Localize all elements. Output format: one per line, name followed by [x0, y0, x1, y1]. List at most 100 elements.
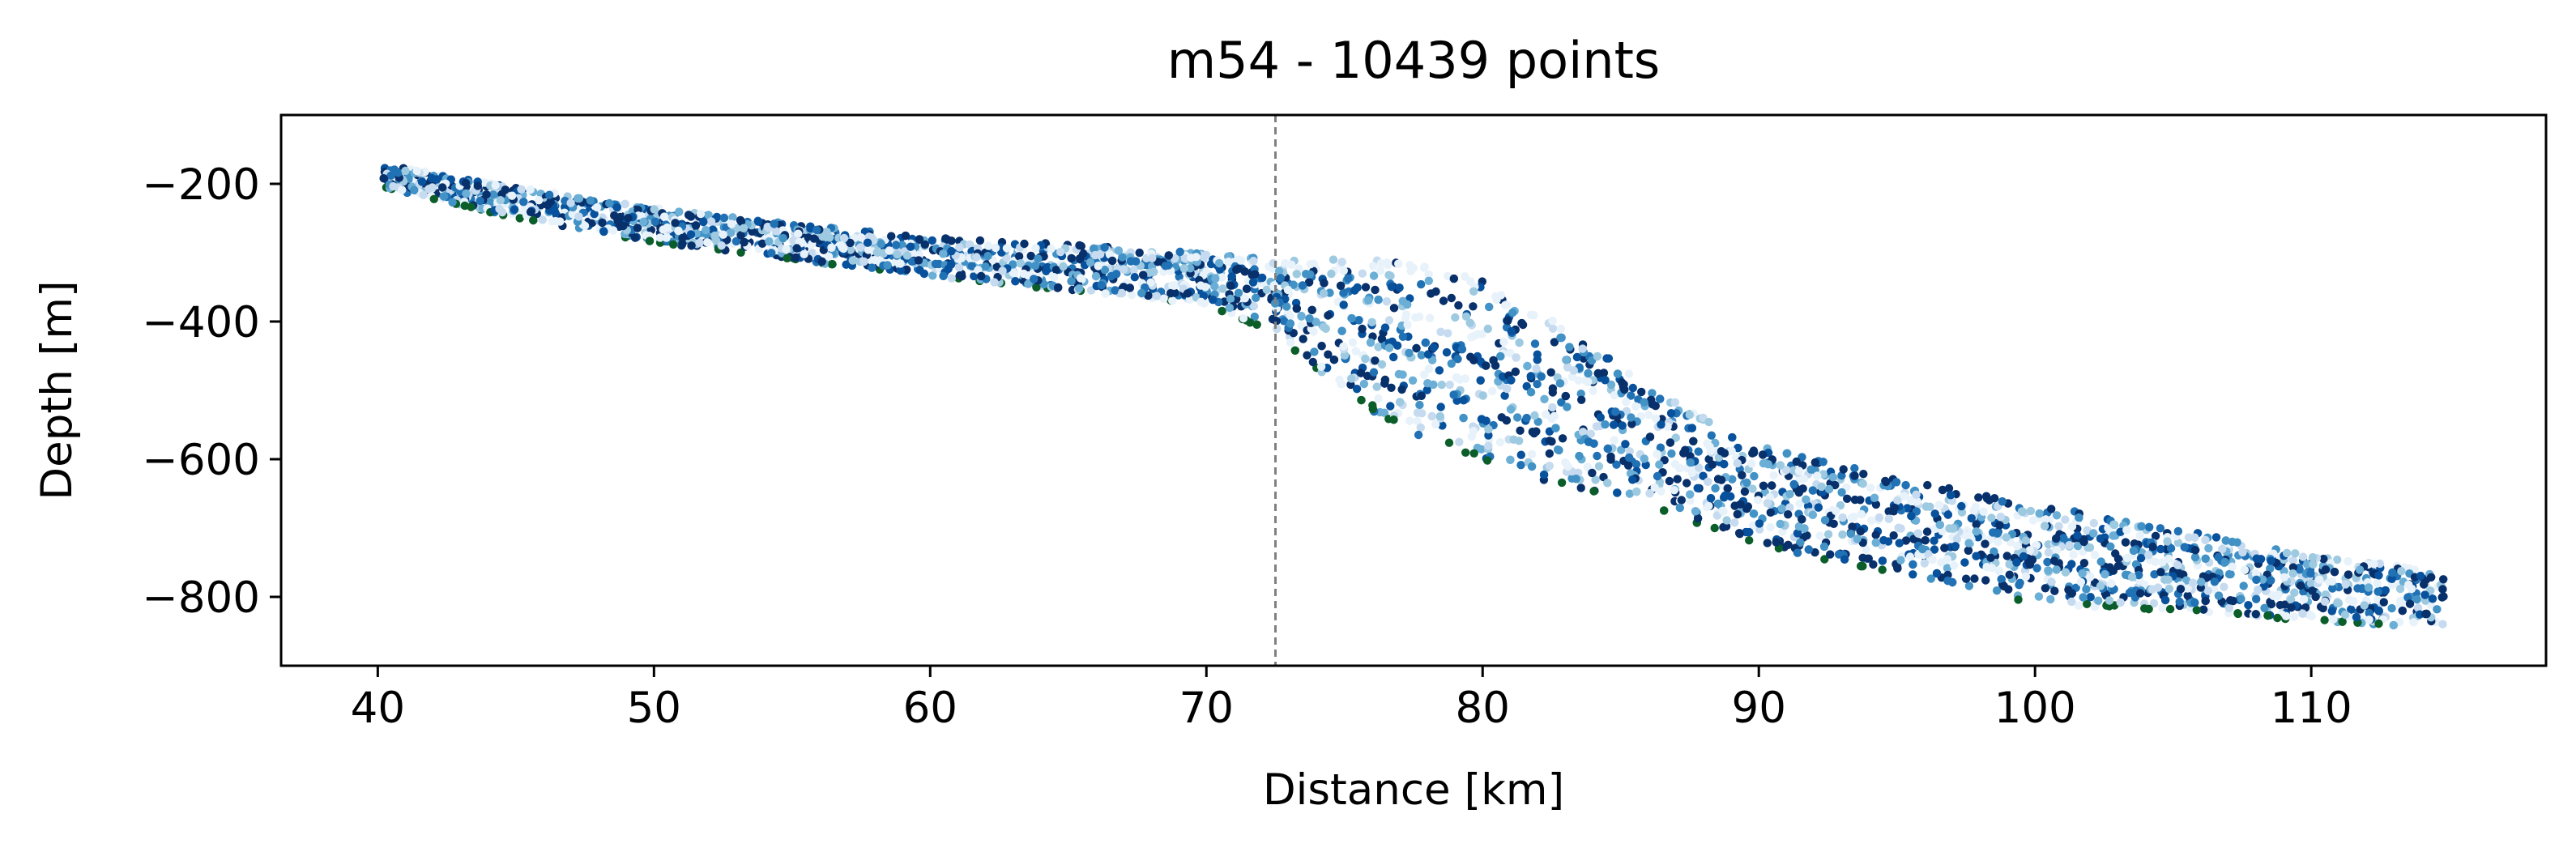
scatter-point	[1101, 289, 1110, 298]
scatter-point	[2280, 573, 2289, 581]
scatter-point	[1704, 477, 1712, 486]
scatter-point	[1870, 493, 1879, 502]
scatter-point	[1656, 443, 1665, 452]
scatter-point	[619, 221, 628, 231]
scatter-point	[2163, 537, 2172, 546]
scatter-point	[1286, 260, 1296, 269]
scatter-point	[1706, 494, 1716, 503]
scatter-point	[2137, 522, 2146, 531]
scatter-point	[837, 241, 846, 249]
scatter-point	[1320, 279, 1329, 288]
scatter-point	[659, 212, 669, 221]
scatter-point	[2156, 544, 2165, 554]
scatter-point	[1551, 424, 1560, 432]
scatter-point	[1421, 338, 1431, 347]
scatter-point	[1687, 468, 1696, 477]
scatter-point	[1545, 462, 1555, 471]
scatter-point	[2041, 522, 2049, 530]
scatter-point	[907, 257, 916, 266]
scatter-point	[1540, 394, 1549, 403]
scatter-point	[1577, 395, 1586, 404]
scatter-point	[2387, 603, 2396, 613]
scatter-point	[1402, 300, 1412, 309]
scatter-point	[2151, 531, 2160, 540]
scatter-point	[2158, 603, 2167, 612]
scatter-point	[2373, 579, 2382, 588]
scatter-point	[1640, 454, 1649, 463]
scatter-point	[983, 241, 993, 250]
scatter-point	[2320, 597, 2330, 606]
scatter-point	[438, 183, 447, 192]
scatter-point	[1588, 468, 1597, 478]
scatter-point	[2220, 557, 2229, 567]
scatter-point	[1437, 380, 1447, 390]
scatter-point	[1319, 289, 1329, 298]
scatter-point	[1628, 383, 1638, 393]
scatter-point	[2067, 522, 2077, 531]
scatter-point	[2121, 538, 2130, 547]
scatter-point	[1469, 449, 1478, 458]
scatter-point	[1306, 260, 1315, 269]
scatter-point	[1943, 564, 1952, 573]
scatter-points	[379, 164, 2448, 630]
scatter-point	[612, 203, 621, 212]
scatter-point	[598, 218, 607, 228]
scatter-point	[674, 226, 683, 236]
scatter-point	[906, 242, 915, 251]
scatter-point	[461, 178, 471, 188]
scatter-point	[621, 199, 629, 209]
scatter-point	[1527, 462, 1537, 471]
scatter-point	[1912, 490, 1921, 499]
scatter-point	[1386, 402, 1395, 411]
scatter-point	[1964, 581, 1974, 590]
scatter-point	[763, 222, 772, 232]
scatter-point	[2228, 596, 2237, 606]
scatter-point	[535, 196, 544, 205]
scatter-point	[2321, 590, 2330, 599]
scatter-point	[740, 238, 748, 247]
scatter-point	[2357, 584, 2366, 594]
scatter-point	[1532, 427, 1541, 436]
scatter-point	[1030, 275, 1039, 283]
scatter-point	[1516, 426, 1525, 435]
scatter-point	[1932, 569, 1942, 578]
scatter-point	[864, 245, 873, 254]
scatter-point	[753, 217, 763, 226]
scatter-point	[1972, 527, 1981, 536]
scatter-point	[1461, 374, 1470, 383]
scatter-point	[1711, 484, 1720, 493]
scatter-point	[1985, 496, 1994, 505]
scatter-point	[2025, 546, 2034, 555]
scatter-point	[1297, 311, 1306, 321]
y-tick-label: −600	[142, 436, 260, 485]
scatter-point	[2122, 570, 2130, 579]
scatter-point	[1555, 379, 1565, 388]
scatter-point	[2320, 616, 2329, 624]
scatter-point	[1526, 372, 1536, 381]
scatter-point	[1371, 285, 1380, 295]
scatter-point	[1745, 527, 1754, 537]
scatter-point	[1528, 449, 1537, 458]
scatter-point	[939, 271, 948, 280]
scatter-point	[1671, 433, 1680, 442]
scatter-point	[719, 213, 729, 223]
scatter-point	[1943, 510, 1952, 519]
scatter-point	[566, 198, 575, 207]
plot-frame	[279, 113, 2548, 667]
scatter-point	[887, 232, 896, 241]
scatter-point	[1337, 380, 1346, 389]
scatter-point	[1838, 530, 1847, 539]
scatter-point	[1918, 544, 1927, 554]
scatter-point	[1557, 398, 1566, 407]
scatter-point	[2210, 577, 2220, 586]
scatter-point	[1575, 451, 1584, 461]
scatter-point	[1413, 416, 1422, 426]
scatter-point	[704, 211, 713, 219]
scatter-point	[1090, 250, 1100, 260]
scatter-point	[1384, 316, 1394, 325]
scatter-point	[1366, 338, 1375, 347]
scatter-point	[1129, 266, 1138, 275]
scatter-point	[662, 233, 671, 242]
scatter-point	[1815, 531, 1824, 540]
scatter-point	[488, 190, 498, 199]
